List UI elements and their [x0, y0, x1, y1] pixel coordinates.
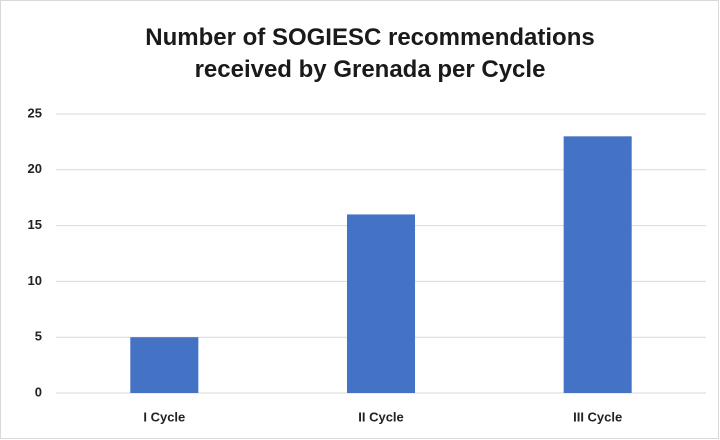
bar — [563, 136, 632, 393]
y-tick-label: 25 — [28, 105, 42, 120]
x-tick-label: II Cycle — [358, 409, 404, 424]
x-tick-label: I Cycle — [143, 409, 185, 424]
y-tick-label: 10 — [28, 273, 42, 288]
chart-title: Number of SOGIESC recommendations receiv… — [145, 24, 595, 83]
y-tick-label: 20 — [28, 161, 42, 176]
x-tick-label: III Cycle — [573, 409, 622, 424]
bar — [346, 214, 416, 393]
y-tick-label: 5 — [35, 329, 42, 344]
y-tick-label: 0 — [35, 384, 42, 399]
y-tick-label: 15 — [28, 217, 42, 232]
bar — [130, 337, 199, 393]
